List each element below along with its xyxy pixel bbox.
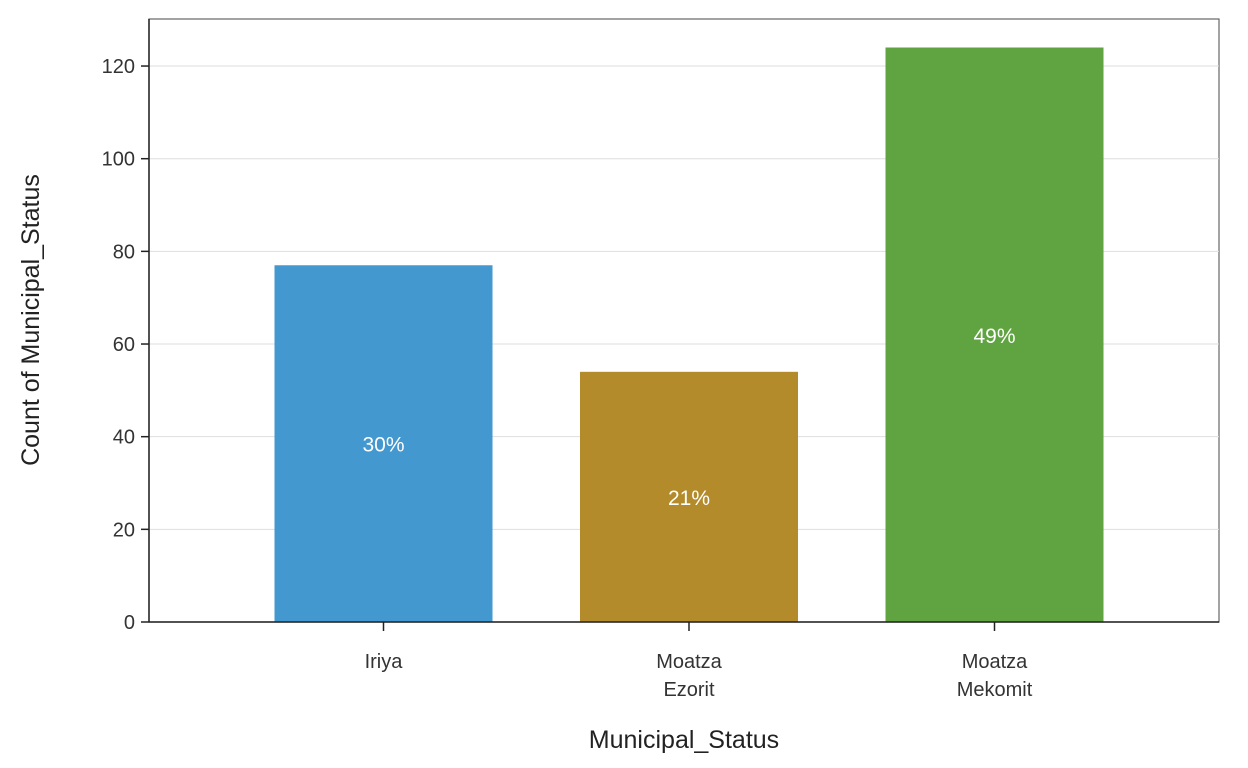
bar (885, 47, 1104, 623)
x-axis: Iriya Moatza Ezorit Moatza Mekomit (149, 621, 1219, 701)
y-tick-label: 0 (124, 612, 135, 634)
bars: 30% 21% 49% (274, 47, 1104, 623)
x-tick-label: Mekomit (957, 679, 1033, 701)
bar-data-label: 21% (668, 487, 710, 510)
y-tick-label: 100 (102, 149, 135, 171)
bar-data-label: 49% (973, 325, 1015, 348)
x-tick-label: Moatza (656, 651, 722, 673)
y-tick-label: 40 (113, 427, 135, 449)
x-axis-title: Municipal_Status (589, 726, 779, 754)
x-tick-label: Iriya (365, 651, 404, 673)
bar-data-label: 30% (362, 434, 404, 457)
y-tick-label: 60 (113, 334, 135, 356)
y-axis: 0 20 40 60 80 100 120 (102, 19, 150, 634)
y-tick-label: 120 (102, 56, 135, 78)
x-tick-label: Moatza (962, 651, 1028, 673)
x-tick-label: Ezorit (663, 679, 715, 701)
y-tick-label: 20 (113, 519, 135, 541)
bar (274, 265, 493, 622)
y-axis-title: Count of Municipal_Status (17, 174, 45, 466)
y-tick-label: 80 (113, 241, 135, 263)
bar (580, 371, 798, 622)
